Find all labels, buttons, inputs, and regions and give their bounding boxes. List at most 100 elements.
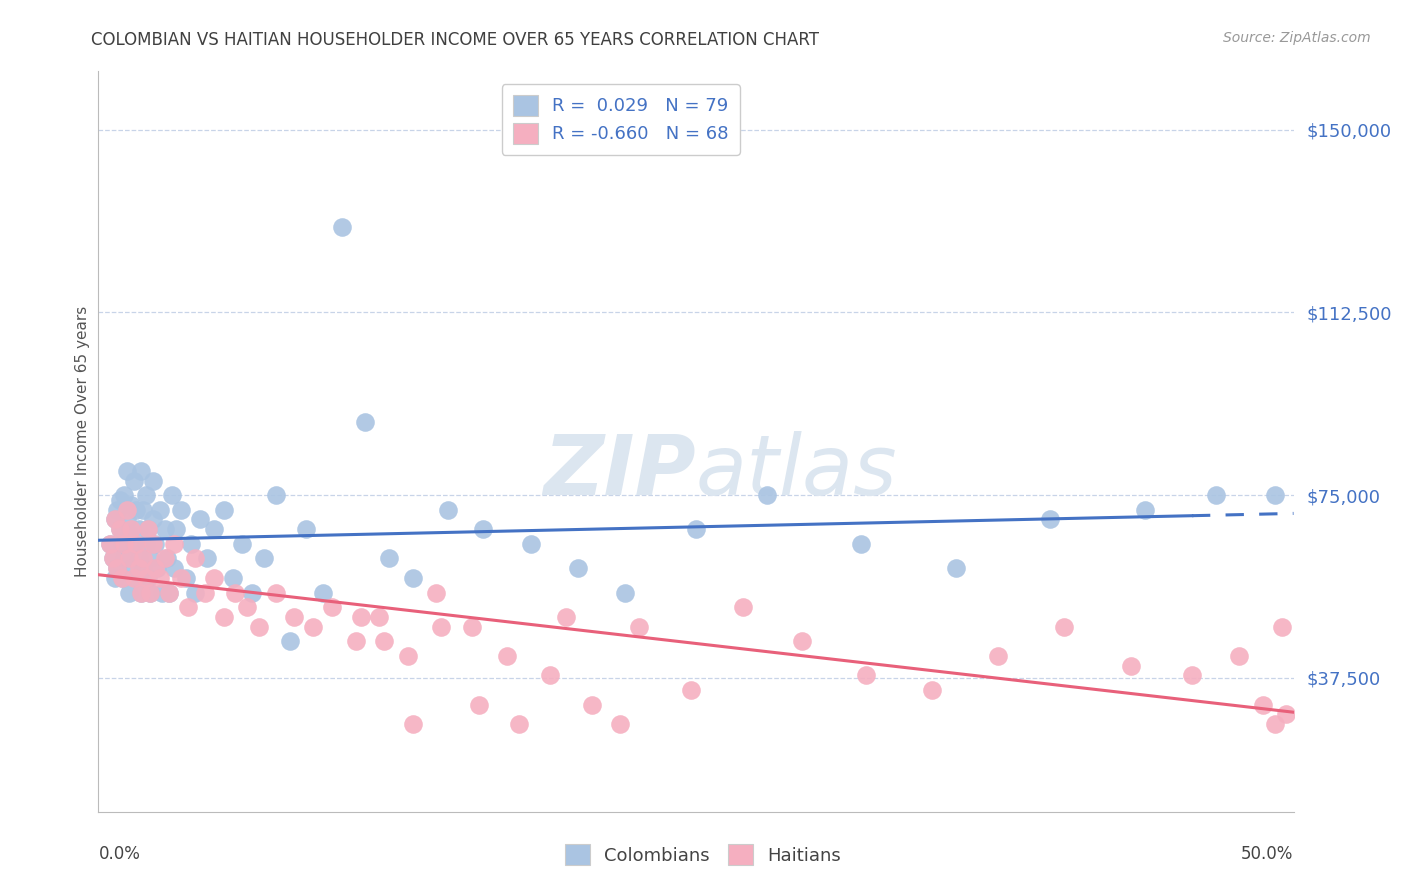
- Point: [614, 585, 637, 599]
- Point: [349, 610, 371, 624]
- Point: [373, 634, 395, 648]
- Point: [295, 522, 318, 536]
- Point: [437, 502, 460, 516]
- Point: [118, 585, 141, 599]
- Point: [188, 512, 211, 526]
- Point: [118, 527, 141, 541]
- Point: [122, 537, 145, 551]
- Point: [467, 698, 489, 712]
- Point: [1251, 698, 1274, 712]
- Point: [139, 585, 162, 599]
- Point: [430, 619, 453, 633]
- Point: [142, 474, 165, 488]
- Text: atlas: atlas: [696, 431, 897, 512]
- Point: [278, 634, 301, 648]
- Point: [98, 537, 121, 551]
- Point: [153, 551, 176, 566]
- Point: [122, 571, 145, 585]
- Point: [163, 561, 186, 575]
- Point: [112, 537, 135, 551]
- Y-axis label: Householder Income Over 65 years: Householder Income Over 65 years: [75, 306, 90, 577]
- Point: [111, 571, 134, 585]
- Legend: Colombians, Haitians: Colombians, Haitians: [557, 837, 849, 872]
- Point: [177, 600, 200, 615]
- Point: [460, 619, 482, 633]
- Point: [135, 488, 157, 502]
- Point: [472, 522, 495, 536]
- Point: [212, 502, 235, 516]
- Point: [132, 561, 155, 575]
- Text: ZIP: ZIP: [543, 431, 696, 512]
- Point: [121, 561, 143, 575]
- Point: [354, 415, 377, 429]
- Point: [101, 551, 124, 566]
- Point: [401, 717, 423, 731]
- Point: [240, 585, 263, 599]
- Point: [1264, 717, 1286, 731]
- Point: [129, 585, 152, 599]
- Point: [184, 585, 207, 599]
- Point: [581, 698, 603, 712]
- Point: [202, 571, 225, 585]
- Point: [1053, 619, 1076, 633]
- Point: [195, 551, 218, 566]
- Point: [921, 682, 943, 697]
- Point: [496, 648, 519, 663]
- Point: [129, 585, 152, 599]
- Point: [231, 537, 253, 551]
- Point: [98, 537, 121, 551]
- Point: [1275, 707, 1298, 722]
- Text: 50.0%: 50.0%: [1241, 845, 1294, 863]
- Text: COLOMBIAN VS HAITIAN HOUSEHOLDER INCOME OVER 65 YEARS CORRELATION CHART: COLOMBIAN VS HAITIAN HOUSEHOLDER INCOME …: [91, 31, 820, 49]
- Point: [685, 522, 707, 536]
- Point: [132, 502, 155, 516]
- Point: [312, 585, 335, 599]
- Point: [170, 502, 193, 516]
- Point: [1264, 488, 1286, 502]
- Point: [108, 522, 131, 536]
- Point: [567, 561, 589, 575]
- Point: [851, 537, 873, 551]
- Point: [1039, 512, 1062, 526]
- Point: [139, 551, 162, 566]
- Point: [1119, 658, 1142, 673]
- Point: [321, 600, 343, 615]
- Point: [555, 610, 578, 624]
- Point: [519, 537, 541, 551]
- Point: [344, 634, 367, 648]
- Point: [609, 717, 631, 731]
- Point: [264, 585, 287, 599]
- Point: [156, 551, 179, 566]
- Point: [101, 551, 124, 566]
- Point: [987, 648, 1010, 663]
- Text: Source: ZipAtlas.com: Source: ZipAtlas.com: [1223, 31, 1371, 45]
- Point: [1133, 502, 1156, 516]
- Point: [105, 502, 128, 516]
- Point: [143, 537, 166, 551]
- Point: [143, 561, 166, 575]
- Point: [149, 571, 172, 585]
- Point: [129, 464, 152, 478]
- Point: [121, 522, 143, 536]
- Point: [157, 585, 180, 599]
- Point: [508, 717, 530, 731]
- Legend: R =  0.029   N = 79, R = -0.660   N = 68: R = 0.029 N = 79, R = -0.660 N = 68: [502, 84, 740, 154]
- Point: [153, 522, 176, 536]
- Point: [1205, 488, 1227, 502]
- Point: [104, 571, 127, 585]
- Point: [128, 561, 150, 575]
- Point: [135, 537, 157, 551]
- Point: [115, 502, 138, 516]
- Point: [401, 571, 423, 585]
- Point: [136, 571, 159, 585]
- Point: [194, 585, 217, 599]
- Point: [108, 493, 131, 508]
- Point: [302, 619, 325, 633]
- Point: [330, 220, 353, 235]
- Point: [125, 502, 148, 516]
- Point: [128, 522, 150, 536]
- Point: [125, 571, 148, 585]
- Point: [111, 537, 134, 551]
- Point: [163, 537, 186, 551]
- Point: [111, 571, 134, 585]
